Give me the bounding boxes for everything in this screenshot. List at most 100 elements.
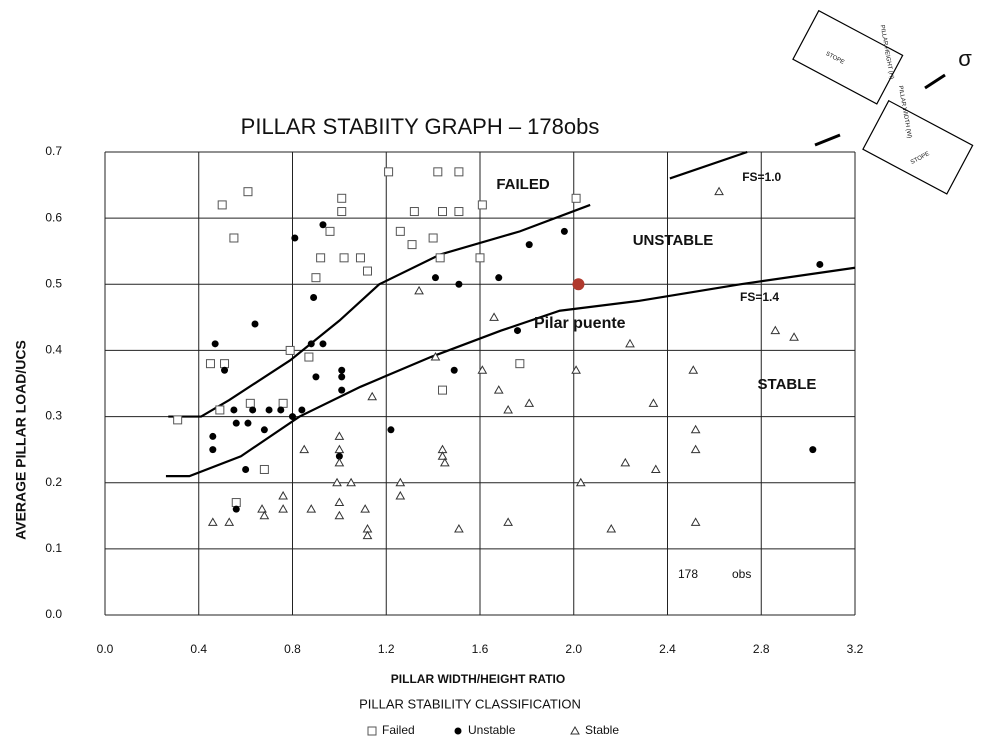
point xyxy=(265,406,273,414)
y-tick-label: 0.5 xyxy=(45,276,62,290)
zone-label: UNSTABLE xyxy=(633,232,714,249)
point xyxy=(278,490,288,500)
point xyxy=(304,352,314,362)
point xyxy=(355,253,365,263)
point xyxy=(433,167,443,177)
curve-label: FS=1.4 xyxy=(740,290,779,304)
point xyxy=(770,325,781,335)
point xyxy=(211,340,219,348)
x-tick-label: 1.6 xyxy=(472,642,489,656)
point xyxy=(688,365,699,374)
point xyxy=(438,207,447,217)
point xyxy=(306,504,317,513)
point xyxy=(277,406,285,414)
point xyxy=(435,253,445,263)
point xyxy=(367,391,378,401)
point xyxy=(493,385,504,394)
point xyxy=(334,510,345,520)
point xyxy=(307,340,315,348)
point xyxy=(325,226,335,236)
inset-stope xyxy=(792,9,904,105)
inset-arrow xyxy=(924,73,946,90)
point xyxy=(312,373,320,381)
inset-label: PILLAR HEIGHT (H) xyxy=(879,25,894,80)
point xyxy=(319,221,327,229)
legend-label: Stable xyxy=(585,723,619,737)
point xyxy=(503,517,513,526)
point xyxy=(477,200,487,210)
point xyxy=(714,186,724,196)
y-tick-label: 0.1 xyxy=(45,541,62,555)
point xyxy=(384,167,394,177)
point xyxy=(229,233,239,243)
x-tick-label: 2.8 xyxy=(753,642,770,656)
point xyxy=(221,366,229,374)
point xyxy=(360,504,371,513)
point xyxy=(316,253,326,263)
x-tick-label: 0.4 xyxy=(190,642,207,656)
point xyxy=(217,200,227,210)
point xyxy=(395,226,405,236)
note: obs xyxy=(732,567,751,581)
point xyxy=(319,340,327,348)
y-tick-label: 0.0 xyxy=(45,607,62,621)
point xyxy=(334,457,345,467)
point xyxy=(454,167,464,177)
point xyxy=(338,373,346,381)
point xyxy=(648,398,659,407)
point xyxy=(789,332,799,341)
point xyxy=(337,193,347,203)
x-axis-label: PILLAR WIDTH/HEIGHT RATIO xyxy=(391,672,565,686)
point xyxy=(259,464,269,474)
point xyxy=(454,207,464,217)
curve-label: FS=1.0 xyxy=(742,170,781,184)
point xyxy=(571,193,581,203)
legend-label: Failed xyxy=(382,723,415,737)
fs-curve xyxy=(168,150,748,418)
highlight-point xyxy=(572,278,585,291)
point xyxy=(570,725,580,735)
point xyxy=(571,365,581,374)
point xyxy=(249,406,257,414)
point xyxy=(260,426,268,434)
point xyxy=(428,233,438,243)
point xyxy=(332,477,342,487)
fs-curve xyxy=(165,266,856,478)
point xyxy=(242,465,250,473)
y-tick-label: 0.3 xyxy=(45,409,62,423)
point xyxy=(625,338,635,348)
inset-diagram xyxy=(792,9,974,195)
x-tick-label: 0.0 xyxy=(97,642,114,656)
point xyxy=(514,327,521,335)
point xyxy=(257,504,267,513)
point xyxy=(232,419,240,427)
point xyxy=(245,398,255,408)
point xyxy=(455,280,463,288)
point xyxy=(299,444,310,454)
point xyxy=(251,320,259,328)
y-tick-label: 0.7 xyxy=(45,144,62,158)
point xyxy=(409,207,419,217)
point xyxy=(395,477,406,487)
zone-label: FAILED xyxy=(496,176,550,193)
point xyxy=(690,444,701,454)
x-tick-label: 2.0 xyxy=(565,642,582,656)
point xyxy=(430,352,441,361)
y-tick-label: 0.6 xyxy=(45,210,62,224)
point xyxy=(515,359,525,369)
point xyxy=(816,260,824,268)
point xyxy=(524,398,535,407)
point xyxy=(560,227,568,235)
point xyxy=(620,457,631,467)
chart-title: PILLAR STABIITY GRAPH – 178obs xyxy=(241,114,600,139)
point xyxy=(503,404,513,414)
point xyxy=(335,452,343,460)
point xyxy=(311,273,321,283)
inset-label: STOPE xyxy=(824,51,845,66)
point xyxy=(230,406,238,414)
point xyxy=(437,451,448,460)
point xyxy=(338,366,346,374)
point xyxy=(438,385,447,395)
point xyxy=(367,726,377,736)
point xyxy=(362,530,373,540)
